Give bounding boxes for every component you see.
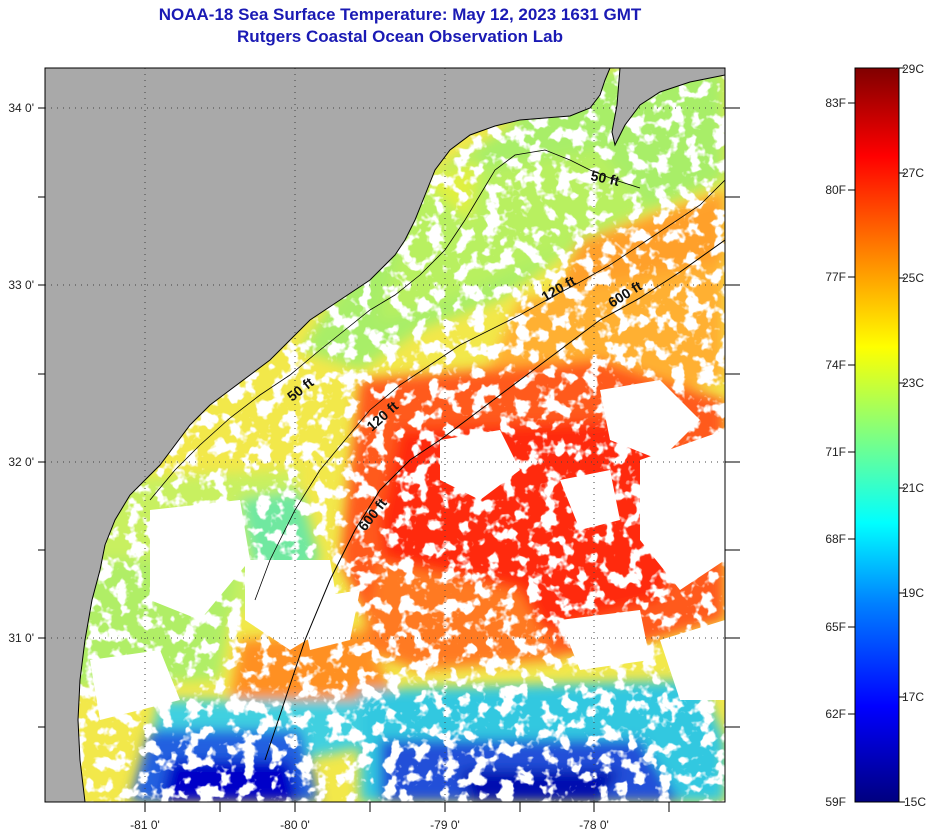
colorbar-label-80f: 80F: [825, 183, 846, 197]
colorbar-label-25c: 25C: [902, 271, 924, 285]
lon-tick-80: -80 0': [280, 818, 310, 832]
colorbar-label-15c: 15C: [904, 795, 926, 809]
title-line-1: NOAA-18 Sea Surface Temperature: May 12,…: [158, 5, 642, 24]
bathymetry-contours: [149, 149, 725, 761]
lon-tick-79: -79 0': [430, 818, 460, 832]
colorbar-label-77f: 77F: [825, 270, 846, 284]
lat-tick-32: 32 0': [8, 455, 34, 469]
colorbar-label-29c: 29C: [902, 62, 924, 76]
lat-tick-34: 34 0': [8, 101, 34, 115]
land-peninsula: [611, 68, 725, 147]
colorbar-label-83f: 83F: [825, 96, 846, 110]
colorbar-label-27c: 27C: [902, 166, 924, 180]
lon-tick-78: -78 0': [579, 818, 609, 832]
colorbar-label-19c: 19C: [902, 586, 924, 600]
colorbar-label-23c: 23C: [902, 376, 924, 390]
contour-600ft-line: [264, 239, 725, 761]
colorbar-label-68f: 68F: [825, 532, 846, 546]
contour-120ft-line: [254, 179, 725, 601]
land-mass: [45, 68, 611, 802]
map-panel: 50 ft 120 ft 600 ft 50 ft 120 ft 600 ft: [45, 68, 725, 802]
colorbar-label-62f: 62F: [825, 707, 846, 721]
colorbar-label-59f: 59F: [825, 795, 846, 809]
colorbar-label-17c: 17C: [902, 690, 924, 704]
map-ticks: [38, 107, 740, 812]
contour-50ft-line: [149, 149, 641, 501]
colorbar-gradient: [854, 67, 900, 803]
colorbar-label-65f: 65F: [825, 620, 846, 634]
graticule: [45, 68, 725, 802]
title-line-2: Rutgers Coastal Ocean Observation Lab: [237, 27, 563, 46]
map-frame: [44, 67, 726, 803]
lat-tick-31: 31 0': [8, 631, 34, 645]
colorbar: 83F 80F 77F 74F 71F 68F 65F 62F 59F 29C …: [825, 62, 926, 809]
colorbar-label-21c: 21C: [902, 481, 924, 495]
contour-label-50ft-north: 50 ft: [589, 167, 621, 189]
lon-tick-81: -81 0': [130, 818, 160, 832]
colorbar-label-71f: 71F: [825, 445, 846, 459]
lat-tick-33: 33 0': [8, 278, 34, 292]
colorbar-label-74f: 74F: [825, 358, 846, 372]
